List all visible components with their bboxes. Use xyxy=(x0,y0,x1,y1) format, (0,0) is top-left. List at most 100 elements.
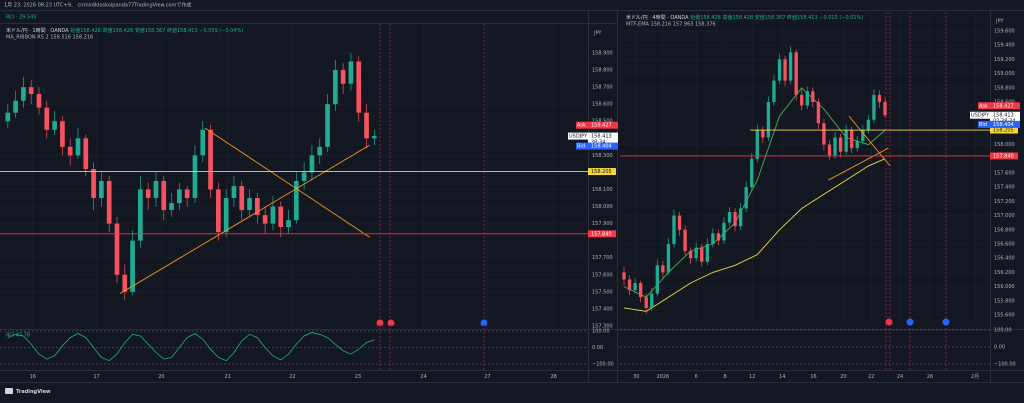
level-tag-label: 158.205 xyxy=(591,169,612,175)
candle-body xyxy=(661,265,665,273)
candle-body xyxy=(772,80,776,102)
candle-body xyxy=(705,243,709,262)
candle-body xyxy=(270,206,276,224)
level-tag xyxy=(588,230,616,238)
candle-body xyxy=(177,189,182,204)
y-tick-label: 156.800 xyxy=(994,227,1015,233)
price-tag-name-box xyxy=(978,102,990,110)
candle-body xyxy=(99,180,104,199)
x-tick-label: 17 xyxy=(94,374,100,380)
candle-body xyxy=(716,233,721,241)
x-tick-label: 30 xyxy=(633,374,639,380)
y-tick-label: 157.200 xyxy=(994,199,1015,205)
candle-body xyxy=(788,52,793,81)
price-tag-label: 158.413 xyxy=(993,113,1014,119)
logo: TradingView xyxy=(5,388,51,395)
trendline xyxy=(828,147,889,181)
candle-body xyxy=(184,189,190,199)
level-tag xyxy=(588,168,616,176)
candle-body xyxy=(356,61,362,113)
candle-body xyxy=(750,158,754,188)
candle-body xyxy=(216,189,221,233)
candle-body xyxy=(700,247,704,262)
currency: JPY xyxy=(995,19,1004,25)
y-tick-label: 156.200 xyxy=(994,270,1015,276)
candle-body xyxy=(638,283,643,298)
candle-body xyxy=(200,129,206,156)
session-markers xyxy=(379,12,947,370)
legend-item: 始値158.428 高値158.428 安値158.367 終値158.413 … xyxy=(690,14,863,21)
x-tick-label: 6 xyxy=(695,374,698,380)
candle-body xyxy=(364,112,369,139)
candle-body xyxy=(861,130,865,142)
candle-body xyxy=(855,141,859,149)
price-tag-name: USDJPY xyxy=(971,113,990,119)
price-tag-name: Bid xyxy=(979,122,987,128)
y-tick-label: 157.600 xyxy=(994,170,1015,176)
price-tag-name-box xyxy=(568,132,588,140)
y-tick-label: 158.800 xyxy=(994,85,1015,91)
x-tick-label: 24 xyxy=(420,374,426,380)
x-tick-label: 26 xyxy=(927,374,933,380)
candle-body xyxy=(332,70,338,105)
candle-body xyxy=(36,93,42,108)
price-tag-label: 158.427 xyxy=(993,103,1014,109)
candle-body xyxy=(650,293,654,308)
candle-body xyxy=(28,87,34,94)
y-tick-label: 158.700 xyxy=(592,85,613,91)
x-tick-label: 22 xyxy=(868,374,874,380)
level-tag-label: 157.840 xyxy=(591,231,612,237)
candle-body xyxy=(822,123,826,145)
price-tag-countdown: 38:34 xyxy=(591,140,605,146)
candle-body xyxy=(5,112,11,122)
y-tick-label: 155.600 xyxy=(994,312,1015,318)
event-icons[interactable] xyxy=(376,318,950,327)
osc-legend: RCI 47.78 xyxy=(6,333,30,339)
indicator-legend: MA_RIBBON R5.2 158.516 158.216 xyxy=(6,35,93,41)
candle-body xyxy=(13,100,18,113)
candle-body xyxy=(850,130,854,149)
ema-line xyxy=(623,158,886,312)
price-tag-name-box xyxy=(576,121,588,129)
y-tick-label: 158.100 xyxy=(592,187,613,193)
x-tick-label: 8 xyxy=(723,374,726,380)
osc-line xyxy=(7,332,375,362)
price-tag-box xyxy=(588,132,618,146)
candle-body xyxy=(711,233,715,244)
price-tag-name-box xyxy=(576,142,588,150)
y-tick-label: 157.400 xyxy=(994,185,1015,191)
candle-body xyxy=(52,121,57,130)
candle-body xyxy=(231,186,237,199)
candle-body xyxy=(106,180,112,224)
x-tick-label: 27 xyxy=(484,374,490,380)
candle-body xyxy=(83,138,89,170)
candle-body xyxy=(744,187,748,209)
price-tag-label: 158.413 xyxy=(591,134,612,140)
candle-body xyxy=(208,129,213,190)
candle-body xyxy=(877,94,882,102)
candle-body xyxy=(122,274,128,292)
y-tick-label: 157.700 xyxy=(592,255,613,261)
trendline xyxy=(204,127,370,238)
x-tick-label: 20 xyxy=(158,374,164,380)
candle-body xyxy=(833,137,837,156)
x-tick-label: 14 xyxy=(779,374,785,380)
y-tick-label: 156.600 xyxy=(994,241,1015,247)
brand: TradingView xyxy=(16,389,51,395)
y-tick-label: 157.500 xyxy=(592,289,613,295)
price-tag-box xyxy=(990,102,1020,110)
candle-body xyxy=(255,198,260,216)
x-tick-label: 12 xyxy=(749,374,755,380)
osc-tick-label: 100.00 xyxy=(592,328,610,334)
candle-body xyxy=(738,208,743,227)
y-tick-label: 156.400 xyxy=(994,256,1015,262)
y-tick-label: 159.400 xyxy=(994,43,1015,49)
x-tick-label: 20 xyxy=(840,374,846,380)
x-tick-label: 23 xyxy=(355,374,361,380)
candle-body xyxy=(192,155,198,199)
candle-body xyxy=(130,240,135,292)
price-tag-box xyxy=(588,142,618,150)
top-indicator: RCI · 29.545 xyxy=(6,15,36,21)
candle-body xyxy=(694,247,698,259)
y-tick-label: 158.000 xyxy=(994,142,1015,148)
